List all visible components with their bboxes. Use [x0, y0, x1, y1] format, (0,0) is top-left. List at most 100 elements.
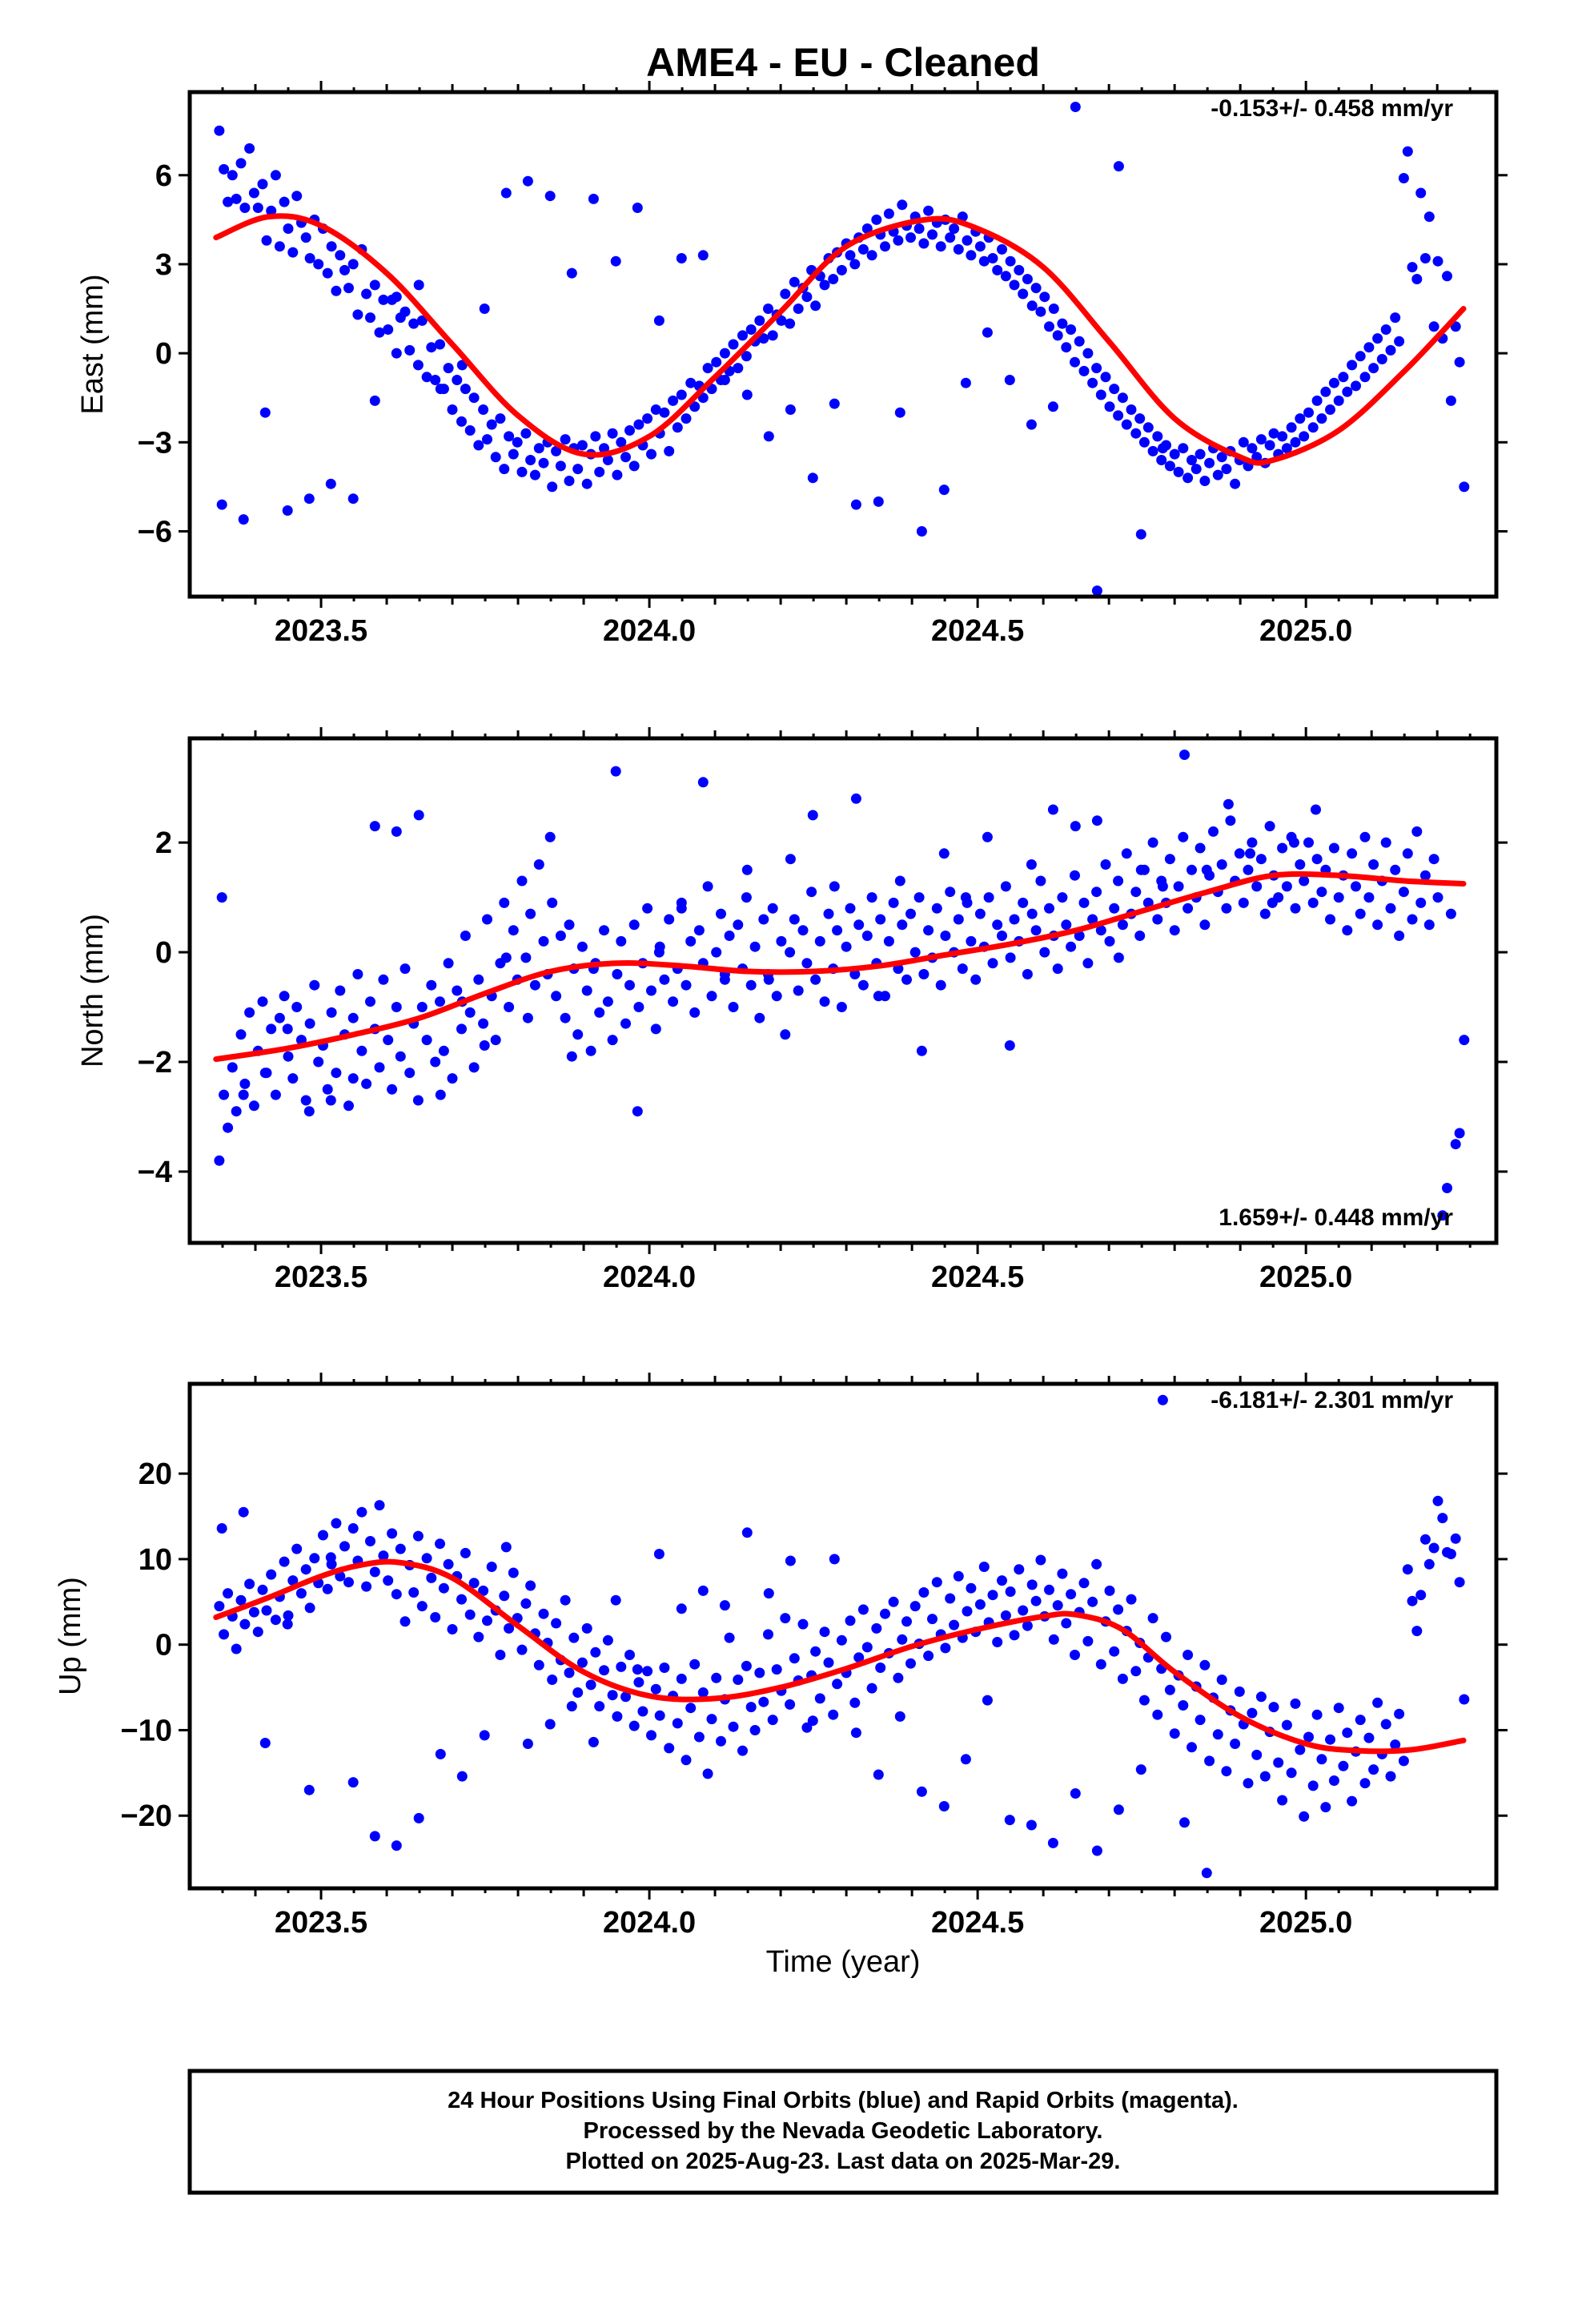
data-point: [304, 253, 315, 263]
data-point: [676, 1673, 687, 1684]
data-point: [1328, 377, 1339, 388]
data-point: [866, 250, 877, 261]
data-point: [676, 1603, 687, 1614]
data-point: [970, 974, 982, 985]
data-point: [650, 1683, 661, 1695]
data-point: [974, 1599, 986, 1610]
data-point: [916, 1786, 927, 1797]
data-point: [1351, 380, 1361, 392]
data-point: [347, 259, 359, 270]
data-point: [581, 985, 592, 996]
data-point: [564, 919, 575, 931]
data-point: [1432, 892, 1443, 903]
data-point: [1333, 395, 1344, 406]
data-point: [322, 1084, 333, 1095]
data-point: [672, 422, 683, 433]
data-point: [1415, 897, 1427, 908]
data-point: [421, 1553, 432, 1564]
data-point: [916, 526, 927, 537]
data-point: [365, 996, 375, 1007]
data-point: [239, 1078, 251, 1089]
data-point: [737, 1745, 748, 1756]
data-point: [421, 1035, 432, 1046]
data-point: [395, 1543, 406, 1554]
data-point: [395, 1051, 406, 1062]
data-point: [525, 908, 536, 919]
data-point: [1385, 344, 1396, 356]
data-point: [1295, 1744, 1306, 1755]
data-point: [767, 1715, 778, 1726]
data-point: [599, 1665, 609, 1676]
data-point: [504, 1622, 515, 1634]
data-point: [231, 1643, 242, 1655]
data-point: [426, 979, 437, 991]
data-point: [252, 203, 263, 213]
data-point: [1259, 1771, 1271, 1782]
data-point: [473, 974, 484, 985]
data-point: [1221, 1766, 1232, 1777]
data-point: [785, 318, 796, 329]
data-point: [216, 1523, 227, 1534]
data-point: [962, 1606, 973, 1617]
data-point: [1135, 1764, 1146, 1775]
data-point: [1109, 1646, 1120, 1657]
data-point: [369, 395, 380, 406]
data-point: [1407, 262, 1418, 273]
data-point: [426, 1572, 437, 1583]
data-point: [291, 1543, 303, 1554]
data-point: [1450, 1139, 1461, 1150]
data-point: [1147, 1613, 1158, 1624]
data-point: [866, 892, 877, 903]
data-point: [1186, 455, 1197, 465]
footer-box: [187, 2069, 1499, 2195]
data-point: [763, 431, 774, 442]
data-point: [741, 864, 753, 875]
data-point: [516, 466, 528, 477]
data-point: [426, 342, 437, 353]
data-point: [279, 991, 290, 1002]
data-point: [581, 478, 592, 489]
footer-line-1: 24 Hour Positions Using Final Orbits (bl…: [448, 2088, 1239, 2113]
data-point: [763, 1588, 774, 1599]
data-point: [244, 143, 255, 154]
data-point: [659, 407, 670, 418]
data-point: [841, 941, 852, 952]
data-point: [590, 431, 601, 442]
data-point: [654, 1710, 665, 1721]
data-point: [1157, 1394, 1168, 1405]
data-point: [949, 1619, 960, 1630]
data-point: [668, 395, 679, 406]
data-point: [810, 1646, 821, 1657]
data-point: [291, 1002, 303, 1012]
data-point: [1277, 842, 1288, 854]
data-point: [1070, 356, 1080, 368]
data-point: [789, 1653, 800, 1664]
data-point: [1026, 419, 1037, 430]
data-point: [495, 413, 506, 424]
data-point: [1351, 881, 1361, 892]
data-point: [227, 1062, 238, 1073]
data-point: [894, 875, 905, 887]
data-point: [1169, 1728, 1180, 1739]
data-point: [566, 267, 577, 279]
data-point: [763, 304, 773, 314]
data-point: [538, 935, 549, 947]
data-point: [1402, 1564, 1413, 1575]
data-point: [303, 1106, 315, 1117]
data-point: [1057, 892, 1068, 903]
data-point: [588, 193, 599, 204]
data-point: [1005, 255, 1016, 267]
data-point: [479, 1040, 490, 1051]
data-point: [1138, 436, 1150, 448]
data-point: [1423, 1558, 1435, 1570]
data-point: [711, 1672, 722, 1683]
data-point: [1066, 941, 1077, 952]
data-point: [456, 1023, 467, 1035]
data-point: [1277, 431, 1288, 442]
x-axis-label: Time (year): [766, 1945, 921, 1979]
data-point: [923, 925, 934, 936]
data-point: [1303, 407, 1314, 418]
data-point: [642, 1666, 653, 1677]
y-tick-label: −6: [138, 515, 172, 549]
data-point: [581, 1622, 592, 1634]
